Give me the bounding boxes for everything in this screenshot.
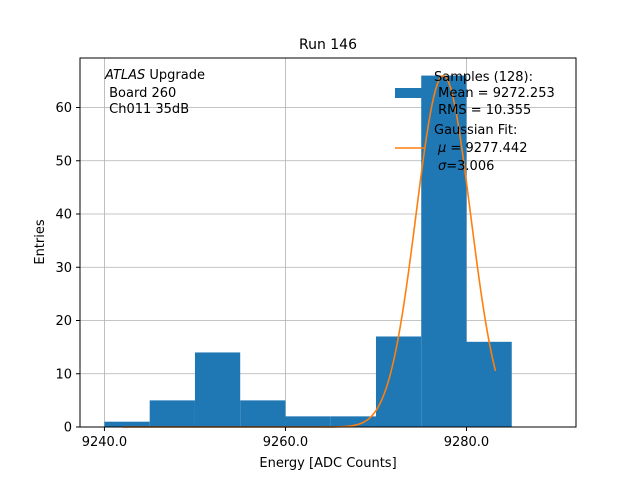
y-tick-label: 30 (55, 261, 72, 276)
histogram-bar (466, 341, 512, 427)
y-tick-label: 0 (64, 421, 72, 436)
legend-samples-mean: Mean = 9272.253 (434, 86, 555, 101)
y-tick-label: 50 (55, 154, 72, 169)
y-tick-label: 20 (55, 314, 72, 329)
histogram-bar (240, 400, 286, 427)
upgrade-label: Upgrade (145, 68, 205, 83)
legend-fit-mu: μ = 9277.442 (437, 141, 527, 156)
x-axis-ticks: 9240.0 9260.0 9280.0 (82, 427, 490, 450)
histogram-bars (104, 75, 512, 428)
histogram-bar (194, 352, 241, 427)
sigma-value: =3.006 (446, 159, 494, 174)
legend: Samples (128): Mean = 9272.253 RMS = 10.… (395, 70, 555, 174)
legend-samples-rms: RMS = 10.355 (434, 103, 531, 118)
y-axis-label: Entries (33, 219, 48, 265)
atlas-label: ATLAS (104, 68, 145, 83)
y-tick-label: 10 (55, 367, 72, 382)
x-tick-label: 9240.0 (82, 435, 128, 450)
x-tick-label: 9260.0 (263, 435, 309, 450)
y-axis-ticks: 0 10 20 30 40 50 60 (55, 101, 80, 436)
histogram-bar (104, 421, 150, 427)
histogram-bar (149, 400, 195, 427)
legend-samples-swatch (395, 88, 424, 98)
annotation-line-1: ATLAS Upgrade (104, 68, 205, 83)
histogram-bar (375, 336, 422, 427)
y-tick-label: 60 (55, 101, 72, 116)
y-tick-label: 40 (55, 208, 72, 223)
x-axis-label: Energy [ADC Counts] (259, 456, 396, 471)
sigma-symbol: σ (438, 159, 447, 174)
mu-symbol: μ (437, 141, 446, 156)
plot-frame (79, 57, 577, 428)
annotation-board: Board 260 (105, 86, 176, 101)
x-tick-label: 9280.0 (444, 435, 490, 450)
annotation-channel: Ch011 35dB (105, 102, 189, 117)
mu-value: = 9277.442 (446, 141, 527, 156)
legend-fit-title: Gaussian Fit: (434, 123, 517, 138)
histogram-bar (330, 416, 376, 427)
legend-fit-sigma: σ=3.006 (438, 159, 494, 174)
chart-title: Run 146 (299, 37, 357, 53)
annotation-box: ATLAS Upgrade Board 260 Ch011 35dB (104, 68, 205, 117)
histogram-bar (421, 75, 467, 428)
histogram-bar (285, 416, 331, 427)
legend-samples-title: Samples (128): (434, 70, 533, 85)
